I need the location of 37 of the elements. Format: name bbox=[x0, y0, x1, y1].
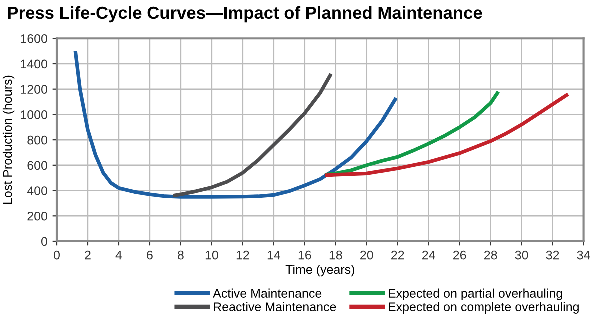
y-tick-label: 1200 bbox=[21, 85, 48, 94]
x-tick-label: 34 bbox=[577, 250, 590, 260]
x-tick-label: 4 bbox=[116, 250, 122, 260]
y-tick-label: 400 bbox=[27, 186, 48, 196]
x-tick-label: 20 bbox=[360, 250, 374, 260]
x-tick-label: 6 bbox=[147, 250, 153, 260]
y-tick-label: 1400 bbox=[21, 60, 48, 69]
x-tick-label: 8 bbox=[178, 250, 184, 260]
legend-label: Expected on complete overhauling bbox=[389, 302, 579, 314]
x-tick-label: 12 bbox=[236, 250, 250, 260]
x-tick-label: 22 bbox=[392, 250, 404, 260]
chart-title: Press Life-Cycle Curves—Impact of Planned Maintenance bbox=[8, 6, 482, 23]
y-tick-label: 1600 bbox=[21, 34, 48, 44]
legend-label: Expected on partial overhauling bbox=[389, 288, 562, 300]
x-tick-label: 28 bbox=[484, 250, 498, 260]
x-tick-label: 26 bbox=[454, 250, 466, 260]
legend-label: Reactive Maintenance bbox=[214, 302, 336, 312]
y-tick-label: 1000 bbox=[21, 110, 48, 120]
line-series bbox=[74, 50, 398, 199]
x-tick-label: 30 bbox=[515, 250, 528, 260]
x-tick-label: 32 bbox=[546, 250, 560, 260]
x-tick-label: 10 bbox=[206, 250, 218, 260]
y-tick-label: 0 bbox=[42, 237, 48, 246]
x-tick-label: 2 bbox=[85, 250, 91, 260]
x-tick-label: 16 bbox=[298, 250, 312, 260]
y-tick-label: 600 bbox=[28, 161, 48, 170]
y-tick-label: 200 bbox=[28, 212, 48, 221]
legend-label: Active Maintenance bbox=[213, 288, 322, 298]
x-tick-label: 14 bbox=[268, 250, 281, 260]
x-tick-label: 0 bbox=[54, 250, 60, 260]
line-series bbox=[171, 72, 334, 198]
x-axis-title: Time (years) bbox=[286, 264, 354, 277]
x-tick-label: 18 bbox=[330, 250, 342, 260]
line-series bbox=[323, 92, 570, 178]
y-tick-label: 800 bbox=[28, 136, 48, 145]
x-tick-label: 24 bbox=[422, 250, 436, 260]
y-axis-title: Lost Production (hours) bbox=[2, 76, 15, 204]
